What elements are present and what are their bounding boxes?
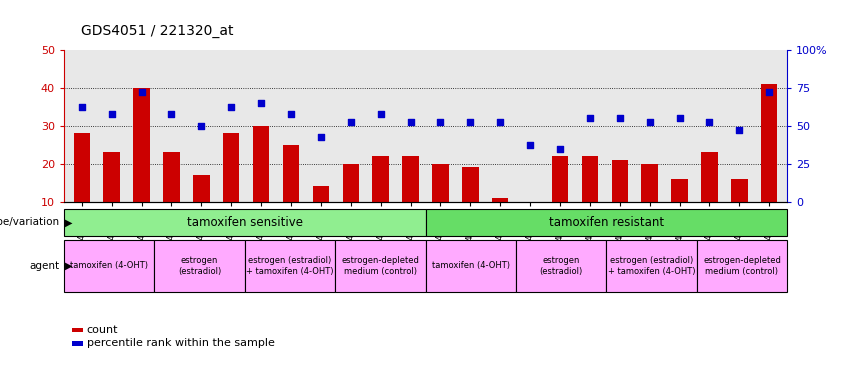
Bar bbox=[253, 126, 269, 240]
Point bbox=[733, 126, 746, 132]
Point bbox=[254, 100, 268, 106]
Bar bbox=[154, 240, 245, 292]
Bar bbox=[761, 84, 778, 240]
Bar bbox=[312, 187, 329, 240]
Point bbox=[75, 104, 89, 110]
Bar bbox=[462, 167, 478, 240]
Point bbox=[314, 134, 328, 140]
Point bbox=[403, 119, 417, 125]
Bar bbox=[551, 156, 568, 240]
Bar bbox=[426, 240, 516, 292]
Text: count: count bbox=[87, 325, 118, 335]
Point bbox=[134, 89, 148, 95]
Bar bbox=[607, 240, 697, 292]
Bar bbox=[373, 156, 389, 240]
Point bbox=[225, 104, 238, 110]
Bar bbox=[492, 198, 508, 240]
Bar bbox=[426, 209, 787, 236]
Text: estrogen
(estradiol): estrogen (estradiol) bbox=[540, 256, 583, 276]
Bar bbox=[104, 152, 120, 240]
Point bbox=[553, 146, 567, 152]
Bar bbox=[343, 164, 359, 240]
Text: GDS4051 / 221320_at: GDS4051 / 221320_at bbox=[81, 25, 233, 38]
Text: agent: agent bbox=[30, 261, 60, 271]
Text: genotype/variation: genotype/variation bbox=[0, 217, 60, 227]
Bar bbox=[223, 133, 239, 240]
Bar bbox=[582, 156, 598, 240]
Text: tamoxifen sensitive: tamoxifen sensitive bbox=[186, 216, 303, 229]
Text: estrogen (estradiol)
+ tamoxifen (4-OHT): estrogen (estradiol) + tamoxifen (4-OHT) bbox=[246, 256, 334, 276]
Point bbox=[643, 119, 656, 125]
Text: estrogen (estradiol)
+ tamoxifen (4-OHT): estrogen (estradiol) + tamoxifen (4-OHT) bbox=[608, 256, 695, 276]
Bar bbox=[245, 240, 335, 292]
Bar bbox=[64, 209, 426, 236]
Bar bbox=[403, 156, 419, 240]
Point bbox=[494, 119, 507, 125]
Bar bbox=[193, 175, 209, 240]
Point bbox=[583, 115, 597, 121]
Bar bbox=[701, 152, 717, 240]
Point bbox=[464, 119, 477, 125]
Bar bbox=[134, 88, 150, 240]
Bar bbox=[642, 164, 658, 240]
Point bbox=[344, 119, 357, 125]
Bar bbox=[64, 240, 154, 292]
Point bbox=[164, 111, 178, 118]
Point bbox=[762, 89, 776, 95]
Point bbox=[523, 142, 537, 148]
Point bbox=[195, 123, 208, 129]
Text: tamoxifen (4-OHT): tamoxifen (4-OHT) bbox=[431, 262, 510, 270]
Bar bbox=[671, 179, 688, 240]
Bar bbox=[283, 145, 300, 240]
Bar bbox=[731, 179, 747, 240]
Text: estrogen-depleted
medium (control): estrogen-depleted medium (control) bbox=[703, 256, 781, 276]
Text: tamoxifen (4-OHT): tamoxifen (4-OHT) bbox=[70, 262, 148, 270]
Text: ▶: ▶ bbox=[65, 217, 72, 227]
Point bbox=[434, 119, 448, 125]
Bar bbox=[432, 164, 448, 240]
Point bbox=[374, 111, 387, 118]
Bar bbox=[335, 240, 426, 292]
Point bbox=[105, 111, 118, 118]
Point bbox=[284, 111, 298, 118]
Bar bbox=[516, 240, 607, 292]
Bar bbox=[522, 202, 539, 240]
Point bbox=[673, 115, 687, 121]
Text: estrogen-depleted
medium (control): estrogen-depleted medium (control) bbox=[341, 256, 420, 276]
Text: percentile rank within the sample: percentile rank within the sample bbox=[87, 338, 275, 348]
Text: estrogen
(estradiol): estrogen (estradiol) bbox=[178, 256, 221, 276]
Text: ▶: ▶ bbox=[65, 261, 72, 271]
Point bbox=[613, 115, 626, 121]
Bar bbox=[612, 160, 628, 240]
Text: tamoxifen resistant: tamoxifen resistant bbox=[549, 216, 664, 229]
Point bbox=[703, 119, 717, 125]
Bar bbox=[697, 240, 787, 292]
Bar bbox=[73, 133, 90, 240]
Bar bbox=[163, 152, 180, 240]
